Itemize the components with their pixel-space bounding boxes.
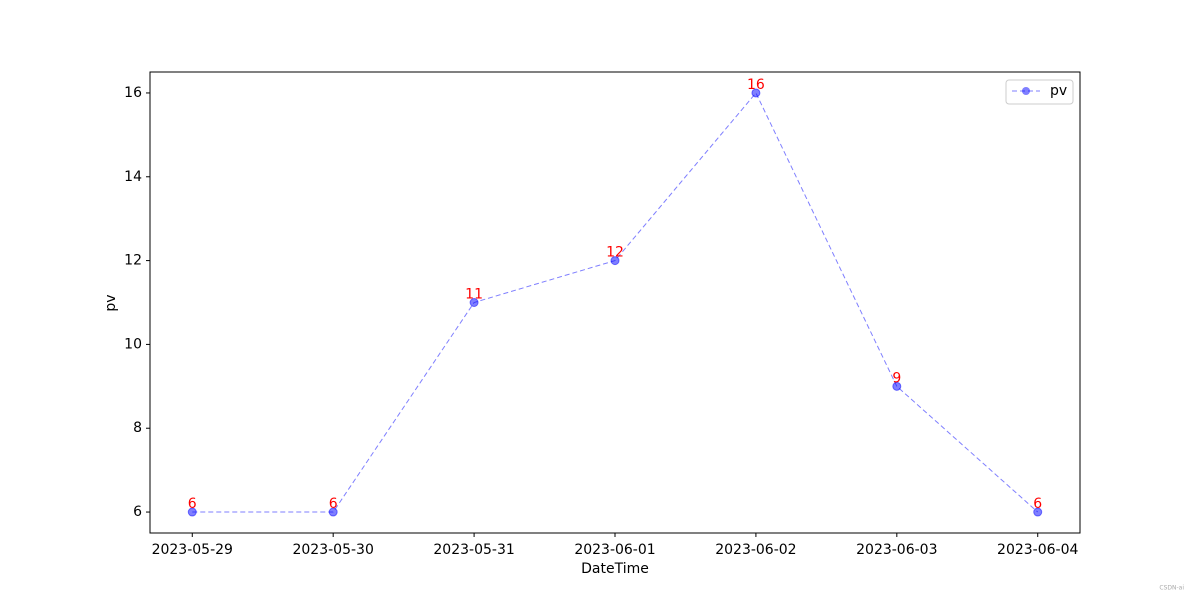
value-label: 6 [188,496,197,512]
value-label: 6 [329,496,338,512]
x-tick-label: 2023-06-03 [856,542,937,558]
x-axis-label: DateTime [581,561,649,577]
y-tick-label: 10 [124,336,142,352]
y-tick-label: 12 [124,253,142,269]
x-tick-label: 2023-06-01 [574,542,655,558]
value-label: 16 [747,77,765,93]
value-label: 6 [1033,496,1042,512]
marker [187,507,197,517]
x-tick-label: 2023-06-02 [715,542,796,558]
marker [1033,507,1043,517]
marker [328,507,338,517]
legend-box [1005,79,1074,105]
legend-marker [1022,87,1030,95]
x-tick-label: 2023-05-29 [152,542,233,558]
value-label: 9 [892,370,901,386]
marker [610,256,620,266]
value-label: 12 [606,245,624,261]
x-tick-label: 2023-05-30 [292,542,373,558]
plot-frame [149,71,1081,534]
x-tick-label: 2023-06-04 [997,542,1078,558]
y-tick-label: 14 [124,169,142,185]
value-label: 11 [465,287,483,303]
watermark: CSDN-ai [1159,585,1184,592]
marker [892,381,902,391]
y-tick-label: 8 [133,420,142,436]
x-tick-label: 2023-05-31 [433,542,514,558]
marker [469,298,479,307]
marker [751,88,761,98]
y-tick-label: 6 [133,504,142,520]
legend-label: pv [1050,83,1067,99]
y-tick-label: 16 [124,85,142,101]
y-axis-label: pv [103,294,119,311]
